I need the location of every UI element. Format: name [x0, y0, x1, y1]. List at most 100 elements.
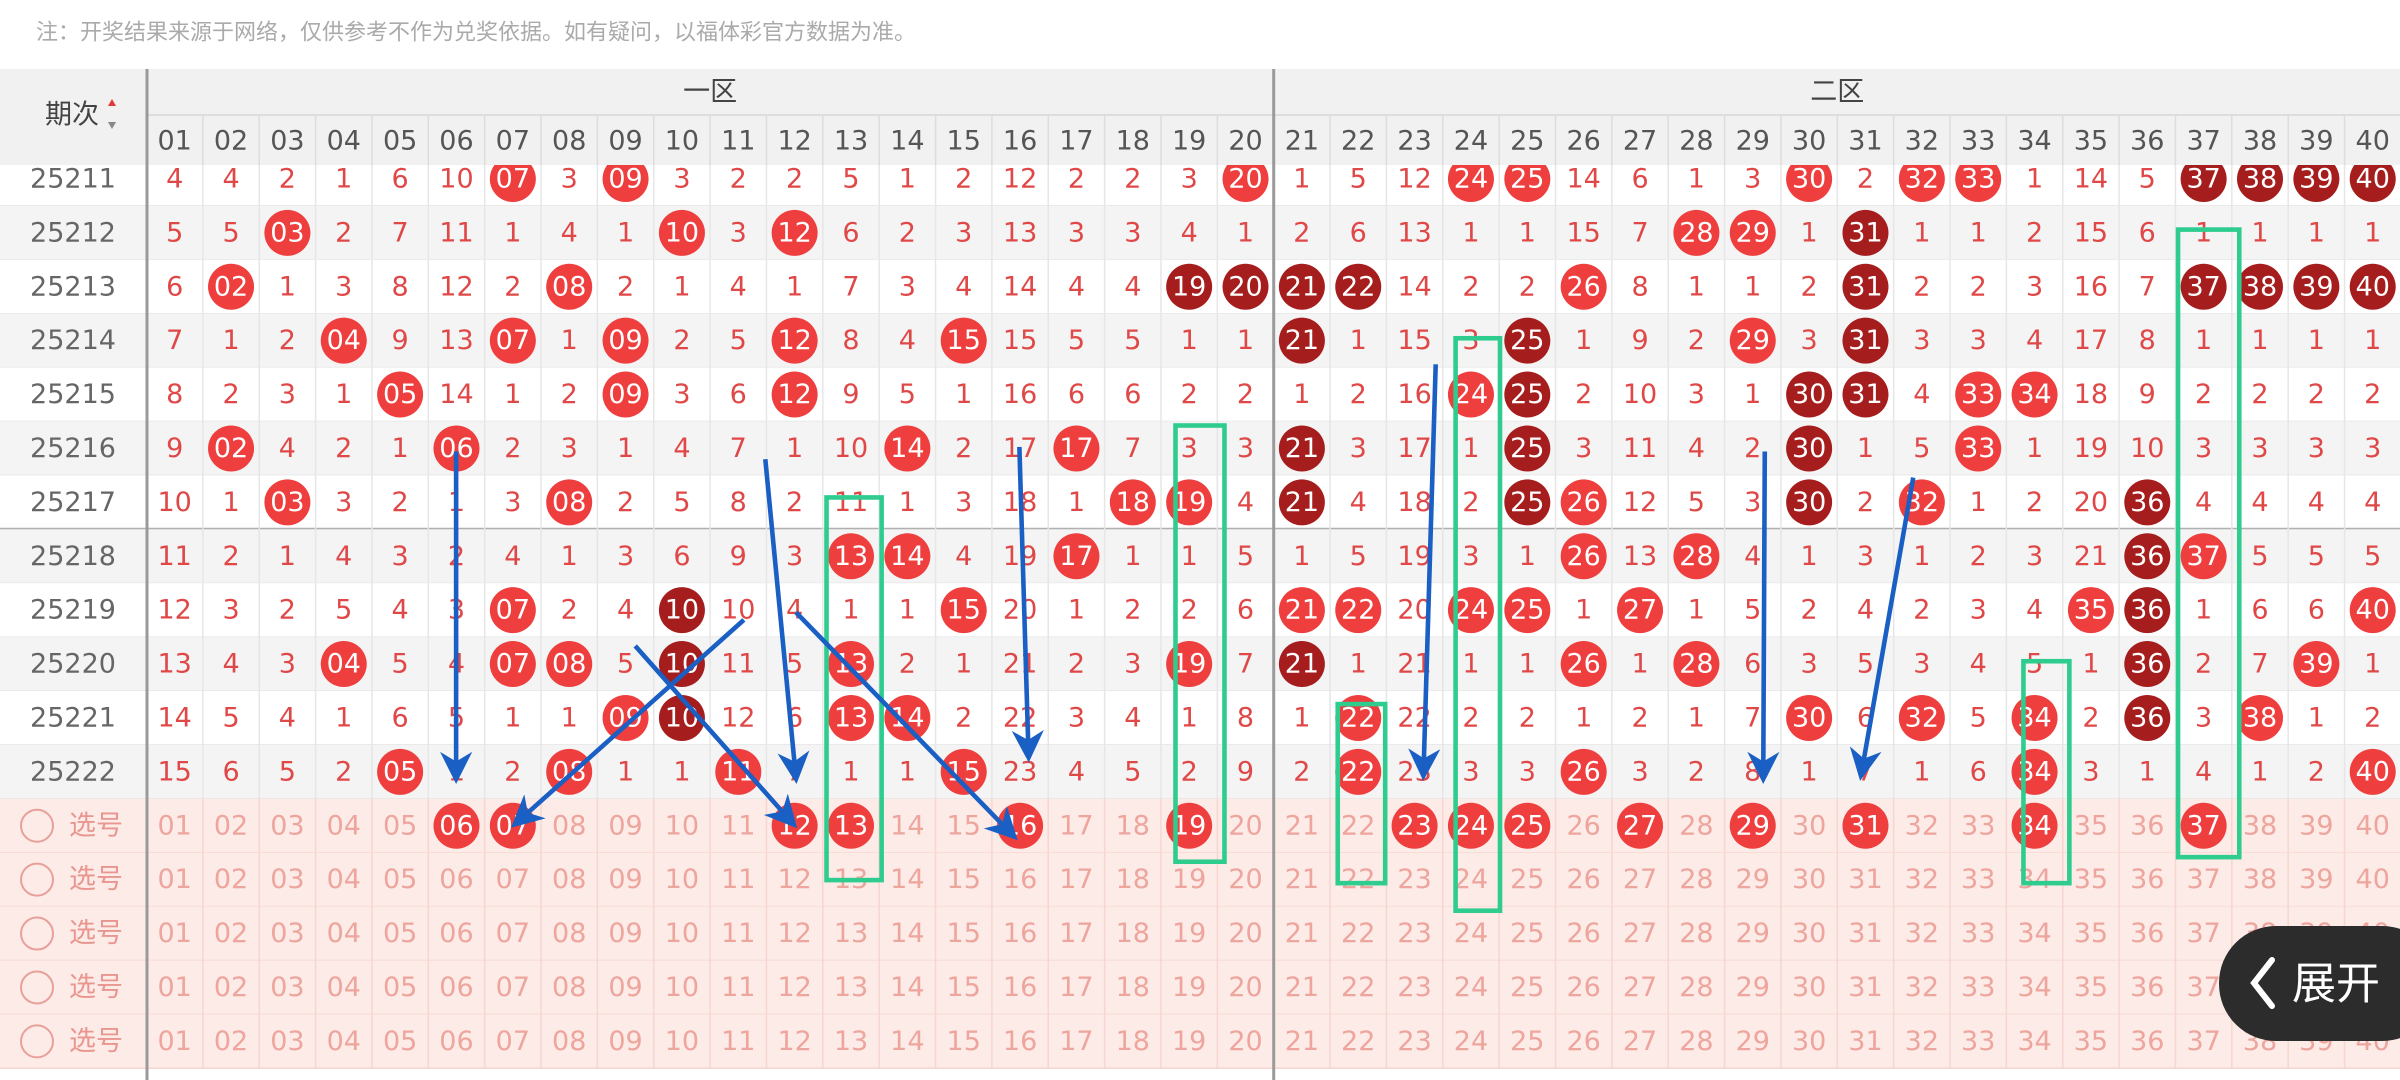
select-number[interactable]: 03 [270, 918, 304, 949]
select-number[interactable]: 17 [1059, 810, 1093, 841]
select-number[interactable]: 16 [1003, 864, 1037, 895]
select-number[interactable]: 10 [665, 864, 699, 895]
select-number[interactable]: 12 [777, 1026, 811, 1057]
select-number[interactable]: 04 [327, 1026, 361, 1057]
select-number[interactable]: 16 [1003, 1026, 1037, 1057]
select-number[interactable]: 26 [1567, 1026, 1601, 1057]
select-number[interactable]: 05 [383, 1026, 417, 1057]
select-number[interactable]: 27 [1623, 972, 1657, 1003]
select-number[interactable]: 35 [2074, 918, 2108, 949]
select-number[interactable]: 31 [1848, 972, 1882, 1003]
select-number[interactable]: 07 [496, 972, 530, 1003]
select-number[interactable]: 01 [158, 864, 192, 895]
selected-ball[interactable] [1391, 802, 1438, 849]
select-number[interactable]: 11 [721, 810, 755, 841]
select-number[interactable]: 11 [721, 918, 755, 949]
select-number[interactable]: 15 [947, 1026, 981, 1057]
select-number[interactable]: 18 [1116, 972, 1150, 1003]
select-number[interactable]: 10 [665, 810, 699, 841]
selected-number[interactable]: 06 [439, 810, 473, 841]
select-toggle[interactable] [20, 1024, 54, 1059]
expand-label[interactable]: 展开 [2292, 959, 2380, 1010]
select-number[interactable]: 09 [608, 972, 642, 1003]
select-number[interactable]: 26 [1567, 810, 1601, 841]
select-number[interactable]: 32 [1905, 810, 1939, 841]
select-number[interactable]: 33 [1961, 864, 1995, 895]
select-number[interactable]: 15 [947, 972, 981, 1003]
select-number[interactable]: 05 [383, 972, 417, 1003]
select-number[interactable]: 36 [2130, 864, 2164, 895]
select-number[interactable]: 34 [2017, 918, 2051, 949]
select-number[interactable]: 32 [1905, 918, 1939, 949]
select-number[interactable]: 15 [947, 918, 981, 949]
select-number[interactable]: 18 [1116, 864, 1150, 895]
select-number[interactable]: 05 [383, 810, 417, 841]
select-number[interactable]: 20 [1228, 1026, 1262, 1057]
select-number[interactable]: 17 [1059, 864, 1093, 895]
select-number[interactable]: 06 [439, 864, 473, 895]
select-number[interactable]: 01 [158, 918, 192, 949]
select-number[interactable]: 20 [1228, 864, 1262, 895]
select-number[interactable]: 01 [158, 1026, 192, 1057]
select-number[interactable]: 23 [1397, 864, 1431, 895]
select-number[interactable]: 13 [834, 918, 868, 949]
select-number[interactable]: 24 [1454, 972, 1488, 1003]
select-number[interactable]: 22 [1341, 1026, 1375, 1057]
select-number[interactable]: 03 [270, 810, 304, 841]
select-number[interactable]: 28 [1679, 810, 1713, 841]
select-number[interactable]: 11 [721, 972, 755, 1003]
selected-number[interactable]: 13 [834, 810, 868, 841]
select-number[interactable]: 27 [1623, 864, 1657, 895]
select-number[interactable]: 16 [1003, 918, 1037, 949]
select-number[interactable]: 31 [1848, 1026, 1882, 1057]
select-number[interactable]: 17 [1059, 1026, 1093, 1057]
select-number[interactable]: 36 [2130, 918, 2164, 949]
select-number[interactable]: 09 [608, 1026, 642, 1057]
select-toggle[interactable] [20, 970, 54, 1005]
select-number[interactable]: 18 [1116, 810, 1150, 841]
select-number[interactable]: 36 [2130, 972, 2164, 1003]
selected-ball[interactable] [1504, 802, 1551, 849]
select-number[interactable]: 29 [1736, 1026, 1770, 1057]
select-number[interactable]: 23 [1397, 918, 1431, 949]
select-number[interactable]: 37 [2186, 864, 2220, 895]
select-number[interactable]: 20 [1228, 810, 1262, 841]
select-number[interactable]: 17 [1059, 972, 1093, 1003]
select-number[interactable]: 08 [552, 810, 586, 841]
select-number[interactable]: 21 [1285, 918, 1319, 949]
select-number[interactable]: 07 [496, 1026, 530, 1057]
select-number[interactable]: 30 [1792, 864, 1826, 895]
select-number[interactable]: 31 [1848, 864, 1882, 895]
select-number[interactable]: 16 [1003, 972, 1037, 1003]
select-number[interactable]: 24 [1454, 864, 1488, 895]
select-number[interactable]: 34 [2017, 972, 2051, 1003]
select-number[interactable]: 08 [552, 1026, 586, 1057]
select-number[interactable]: 07 [496, 918, 530, 949]
select-number[interactable]: 29 [1736, 918, 1770, 949]
selected-number[interactable]: 27 [1623, 810, 1657, 841]
selected-number[interactable]: 31 [1848, 810, 1882, 841]
select-number[interactable]: 12 [777, 972, 811, 1003]
selected-ball[interactable] [828, 802, 874, 849]
select-number[interactable]: 19 [1172, 972, 1206, 1003]
select-number[interactable]: 23 [1397, 972, 1431, 1003]
select-number[interactable]: 22 [1341, 810, 1375, 841]
select-number[interactable]: 35 [2074, 810, 2108, 841]
select-number[interactable]: 25 [1510, 918, 1544, 949]
select-number[interactable]: 29 [1736, 864, 1770, 895]
select-number[interactable]: 09 [608, 918, 642, 949]
select-number[interactable]: 25 [1510, 972, 1544, 1003]
select-number[interactable]: 14 [890, 972, 924, 1003]
select-number[interactable]: 01 [158, 810, 192, 841]
select-toggle[interactable] [20, 916, 54, 951]
selected-number[interactable]: 24 [1454, 810, 1488, 841]
select-number[interactable]: 19 [1172, 1026, 1206, 1057]
select-number[interactable]: 08 [552, 864, 586, 895]
select-number[interactable]: 27 [1623, 1026, 1657, 1057]
select-number[interactable]: 04 [327, 810, 361, 841]
expand-button[interactable]: 展开 [2219, 926, 2400, 1041]
select-number[interactable]: 08 [552, 972, 586, 1003]
select-number[interactable]: 32 [1905, 972, 1939, 1003]
select-number[interactable]: 06 [439, 972, 473, 1003]
select-number[interactable]: 21 [1285, 972, 1319, 1003]
